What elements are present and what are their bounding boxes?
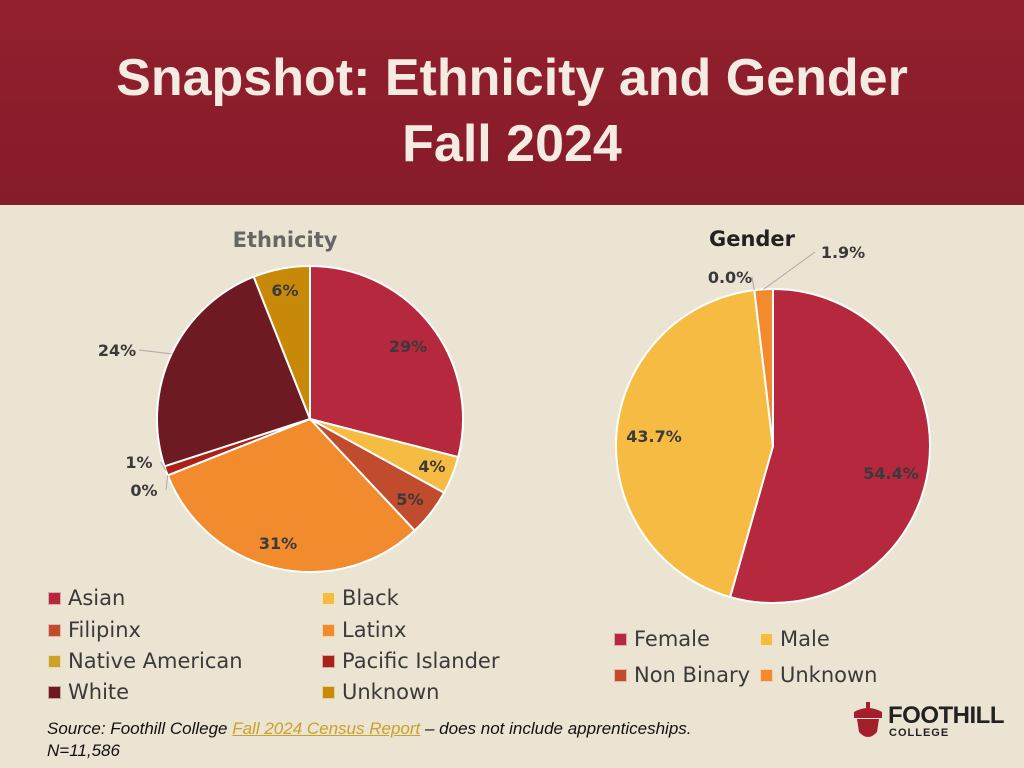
source-note: Source: Foothill College Fall 2024 Censu… <box>47 718 827 762</box>
data-labels: 29% 4% 5% 31% 0% 1% 24% 6% 54.4% 43.7% 0.0% 1.9% <box>98 243 919 553</box>
ethnicity-label-white: 24% <box>98 341 136 360</box>
ethnicity-legend-label-white: White <box>68 680 130 704</box>
ethnicity-leader-pacific-islander <box>160 461 167 472</box>
gender-legend-item-non-binary: Non Binary <box>614 663 750 687</box>
gender-legend-label-unknown: Unknown <box>780 663 878 687</box>
ethnicity-label-latinx: 31% <box>259 534 297 553</box>
gender-slice-female <box>728 287 931 604</box>
gender-legend-swatch-female <box>614 632 627 646</box>
census-report-link[interactable]: Fall 2024 Census Report <box>232 719 421 738</box>
ethnicity-pie <box>156 264 464 573</box>
ethnicity-legend-swatch-filipinx <box>48 623 61 637</box>
gender-legend-swatch-non-binary <box>614 668 627 682</box>
ethnicity-legend-label-asian: Asian <box>68 586 126 610</box>
ethnicity-legend-swatch-unknown <box>322 685 335 699</box>
ethnicity-label-unknown: 6% <box>271 281 298 300</box>
ethnicity-leader-native-american <box>165 475 169 491</box>
gender-pie <box>615 287 931 604</box>
foothill-logo: FOOTHILL COLLEGE <box>852 700 1004 744</box>
ethnicity-slice-asian <box>309 264 464 459</box>
ethnicity-chart-title: Ethnicity <box>233 228 338 252</box>
ethnicity-legend-item-pacific-islander: Pacific Islander <box>322 649 499 673</box>
logo-sub: COLLEGE <box>889 727 950 739</box>
source-suffix: – does not include apprenticeships. <box>420 719 692 738</box>
ethnicity-label-asian: 29% <box>389 337 427 356</box>
gender-leader-unknown <box>763 251 816 290</box>
gender-legend-swatch-male <box>760 632 773 646</box>
ethnicity-legend-swatch-latinx <box>322 623 335 637</box>
ethnicity-legend-item-latinx: Latinx <box>322 618 406 642</box>
source-prefix: Source: Foothill College <box>47 719 233 738</box>
gender-label-unknown: 1.9% <box>821 243 865 262</box>
ethnicity-legend-item-asian: Asian <box>48 586 125 610</box>
gender-legend-label-non-binary: Non Binary <box>634 663 751 687</box>
ethnicity-label-native-american: 0% <box>130 481 157 500</box>
ethnicity-legend-swatch-native-american <box>48 654 61 668</box>
ethnicity-legend-swatch-asian <box>48 591 61 605</box>
gender-label-male: 43.7% <box>626 427 682 446</box>
ethnicity-label-pacific-islander: 1% <box>125 453 152 472</box>
ethnicity-legend-label-pacific-islander: Pacific Islander <box>342 649 500 673</box>
gender-label-female: 54.4% <box>863 464 919 483</box>
gender-legend-item-female: Female <box>614 627 710 651</box>
ethnicity-legend-item-native-american: Native American <box>48 649 243 673</box>
ethnicity-label-black: 4% <box>418 457 445 476</box>
ethnicity-legend-item-filipinx: Filipinx <box>48 618 141 642</box>
ethnicity-legend-label-unknown: Unknown <box>342 680 440 704</box>
ethnicity-leader-white <box>138 349 172 355</box>
ethnicity-legend-swatch-white <box>48 685 61 699</box>
page-title: Snapshot: Ethnicity and Gender <box>116 49 908 107</box>
ethnicity-legend-label-black: Black <box>342 586 399 610</box>
ethnicity-legend-item-unknown: Unknown <box>322 680 439 704</box>
gender-chart-title: Gender <box>709 227 796 251</box>
gender-label-non-binary: 0.0% <box>708 268 752 287</box>
gender-legend-label-female: Female <box>634 627 710 651</box>
ethnicity-label-filipinx: 5% <box>396 490 423 509</box>
sample-size: N=11,586 <box>47 741 120 760</box>
ethnicity-slice-unknown <box>252 264 311 420</box>
ethnicity-legend-swatch-pacific-islander <box>322 654 335 668</box>
ethnicity-slice-latinx <box>166 417 417 573</box>
ethnicity-legend-label-filipinx: Filipinx <box>68 618 141 642</box>
gender-legend-item-male: Male <box>760 627 830 651</box>
page-subtitle: Fall 2024 <box>402 115 622 173</box>
gender-leader-non-binary <box>751 276 755 291</box>
ethnicity-legend-swatch-black <box>322 591 335 605</box>
acorn-icon <box>854 702 882 737</box>
gender-slice-male <box>615 289 775 599</box>
ethnicity-legend-item-white: White <box>48 680 129 704</box>
gender-legend-label-male: Male <box>780 627 830 651</box>
ethnicity-legend-label-native-american: Native American <box>68 649 243 673</box>
gender-legend-swatch-unknown <box>760 668 773 682</box>
ethnicity-legend-item-black: Black <box>322 586 399 610</box>
logo-name: FOOTHILL <box>888 702 1004 729</box>
ethnicity-legend-label-latinx: Latinx <box>342 618 407 642</box>
header-banner: Snapshot: Ethnicity and Gender Fall 2024 <box>0 0 1024 205</box>
gender-legend-item-unknown: Unknown <box>760 663 877 687</box>
